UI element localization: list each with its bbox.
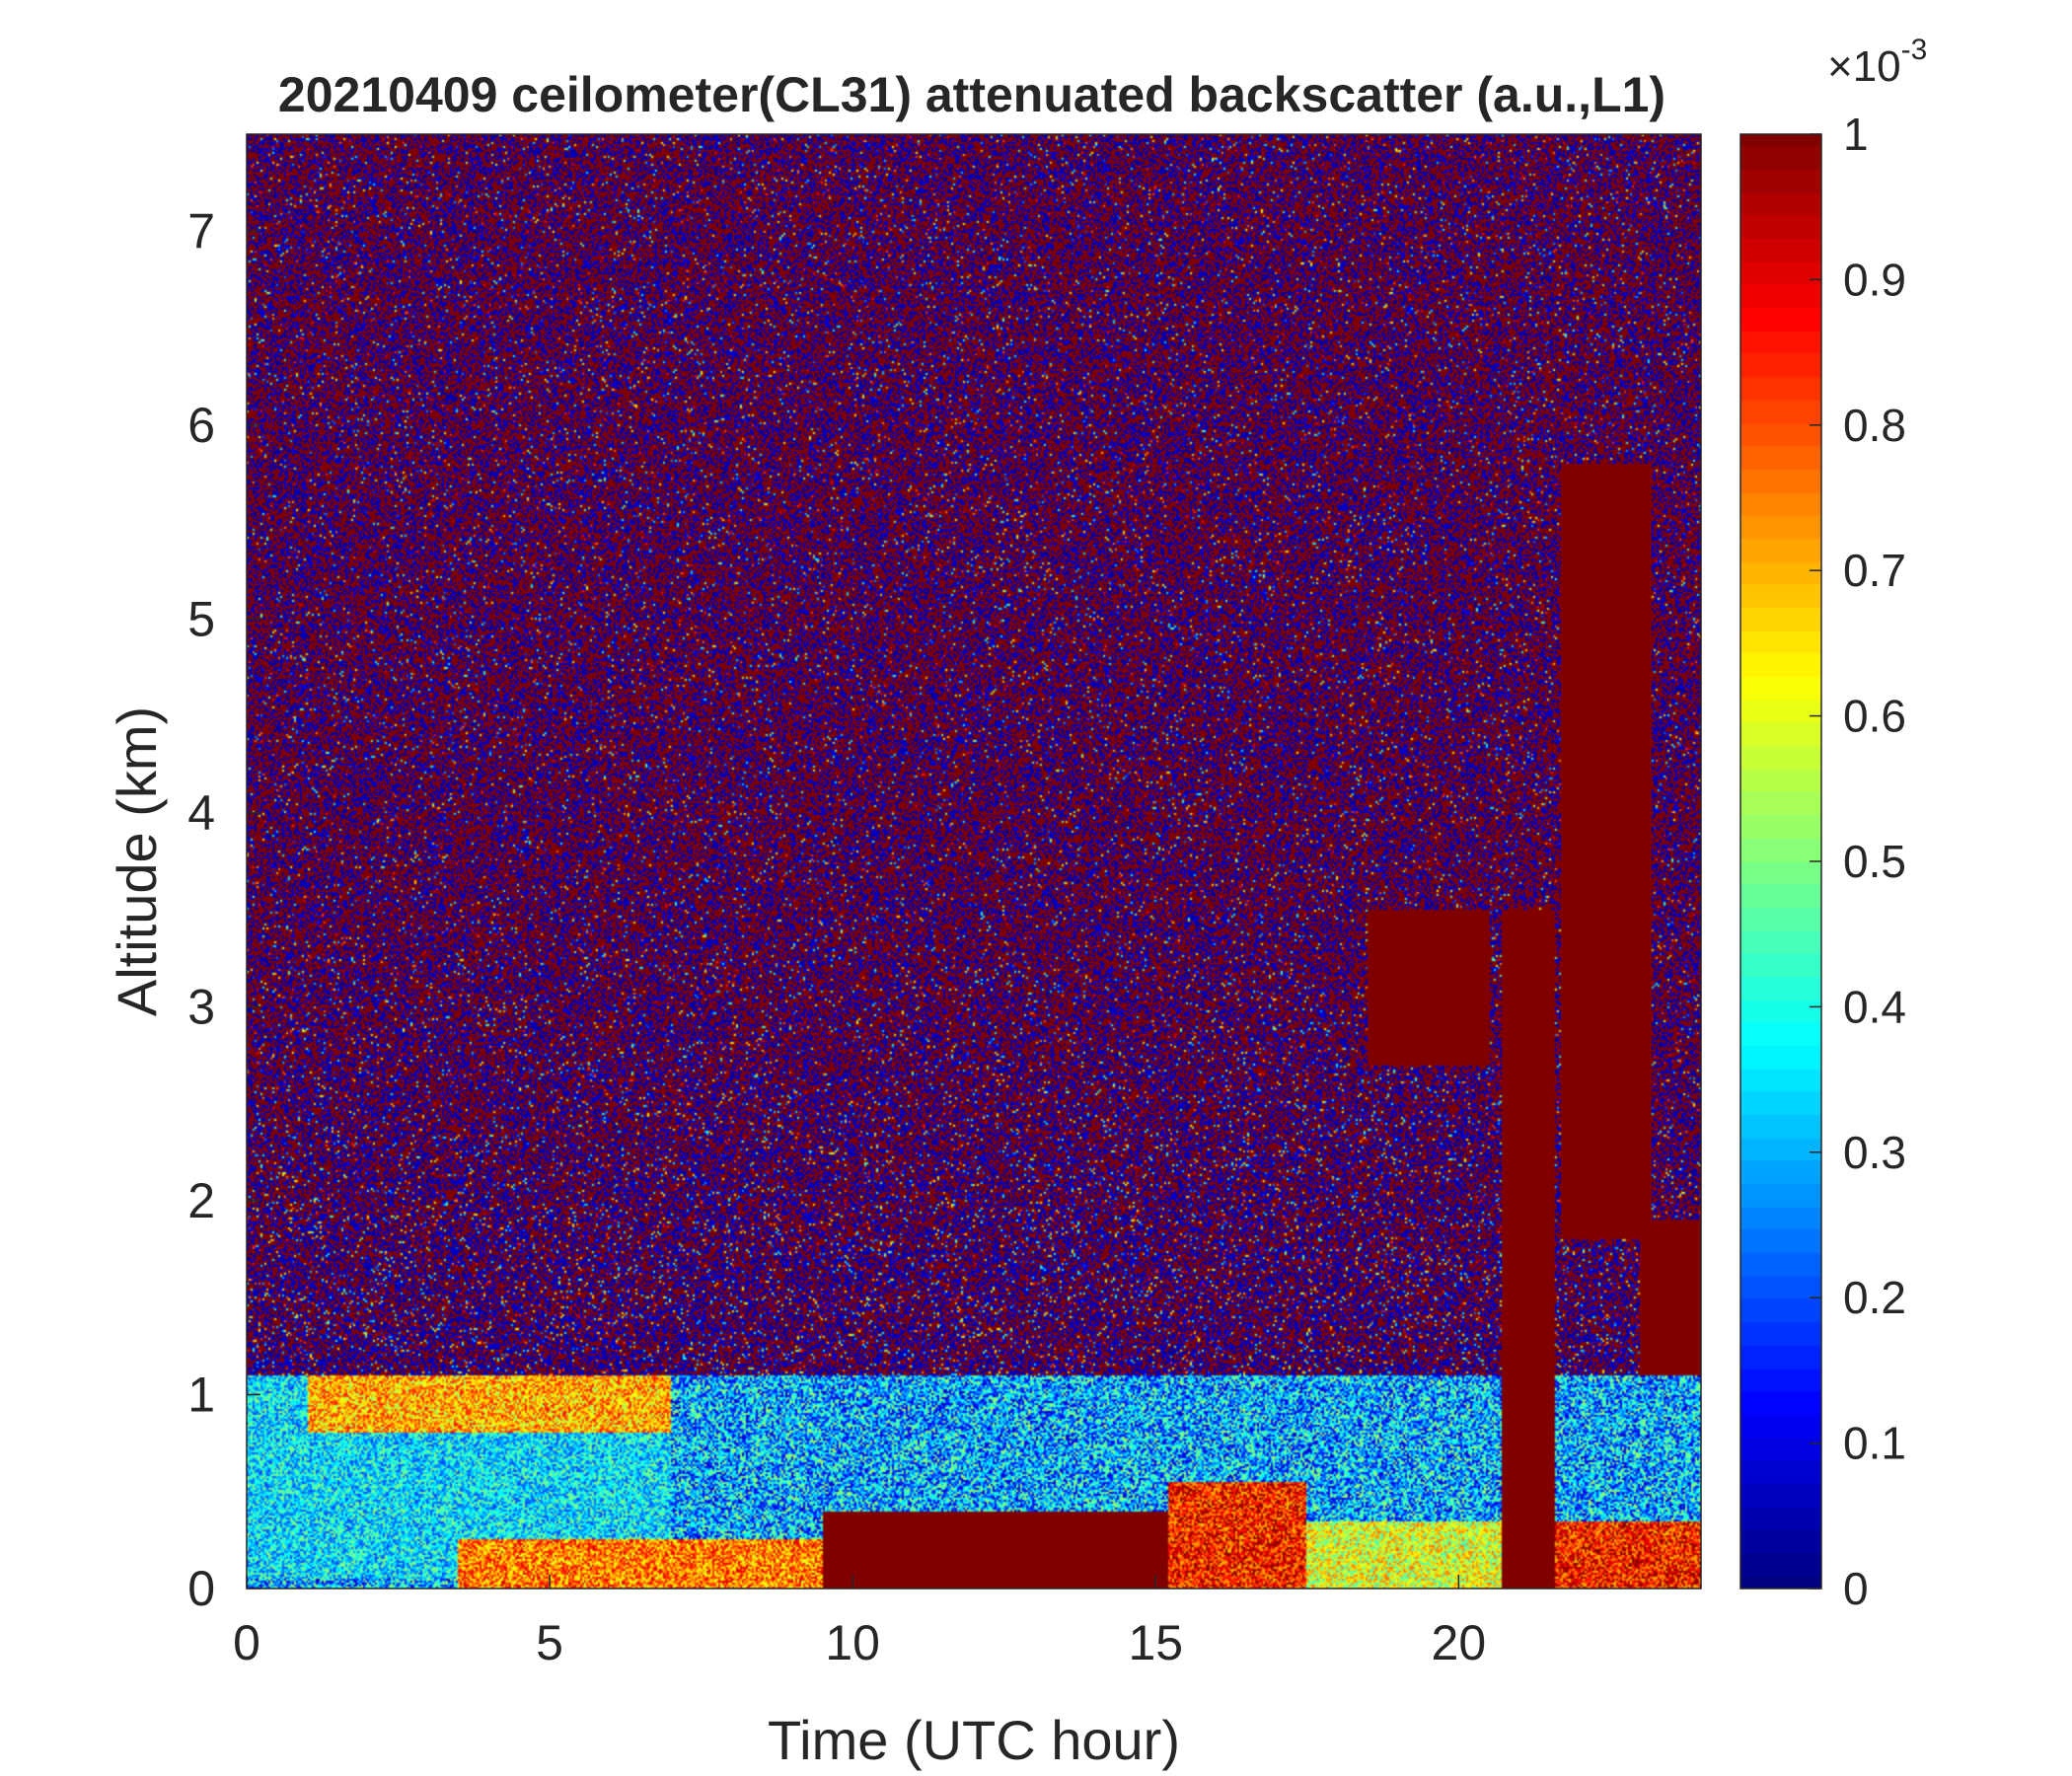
colorbar-tick-label: 0.9 — [1843, 254, 1906, 305]
y-tick-label: 5 — [187, 591, 215, 646]
y-axis: 0 1 2 3 4 5 6 7 — [187, 203, 260, 1616]
y-tick-label: 2 — [187, 1173, 215, 1228]
colorbar-tick-label: 0.6 — [1843, 691, 1906, 742]
colorbar-tick-label: 0.5 — [1843, 836, 1906, 887]
colorbar-frame — [1739, 133, 1822, 1590]
colorbar-tick-label: 0.4 — [1843, 981, 1906, 1032]
colorbar-tick-label: 0.2 — [1843, 1272, 1906, 1323]
colorbar-exponent-label: ×10-3 — [1827, 34, 1927, 91]
y-axis-label: Altitude (km) — [106, 706, 168, 1016]
x-axis-label: Time (UTC hour) — [768, 1709, 1180, 1771]
colorbar-tick-label: 0 — [1843, 1563, 1869, 1614]
colorbar-image — [1740, 134, 1821, 1589]
x-tick-label: 15 — [1128, 1615, 1183, 1670]
x-tick-label: 20 — [1432, 1615, 1487, 1670]
colorbar-axis: 0 0.1 0.2 0.3 0.4 0.5 0.6 0.7 0.8 0.9 1 — [1810, 109, 1906, 1614]
y-tick-label: 0 — [187, 1561, 215, 1616]
colorbar-tick-label: 0.1 — [1843, 1418, 1906, 1469]
colorbar-tick-label: 0.7 — [1843, 545, 1906, 596]
colorbar-tick-label: 0.3 — [1843, 1127, 1906, 1178]
colorbar-tick-label: 0.8 — [1843, 400, 1906, 451]
y-tick-label: 3 — [187, 979, 215, 1034]
heatmap-image — [247, 134, 1701, 1589]
plot-frame — [246, 133, 1702, 1590]
chart-title: 20210409 ceilometer(CL31) attenuated bac… — [278, 67, 1665, 122]
colorbar-exponent-power: -3 — [1901, 34, 1928, 66]
x-axis: 0 5 10 15 20 — [233, 1575, 1486, 1670]
y-tick-label: 7 — [187, 203, 215, 259]
x-tick-label: 0 — [233, 1615, 260, 1670]
y-tick-label: 4 — [187, 785, 215, 841]
y-tick-label: 6 — [187, 398, 215, 453]
colorbar-tick-label: 1 — [1843, 109, 1869, 160]
x-tick-label: 10 — [825, 1615, 880, 1670]
x-tick-label: 5 — [536, 1615, 563, 1670]
y-tick-label: 1 — [187, 1367, 215, 1422]
colorbar-exponent-base: ×10 — [1827, 42, 1901, 91]
